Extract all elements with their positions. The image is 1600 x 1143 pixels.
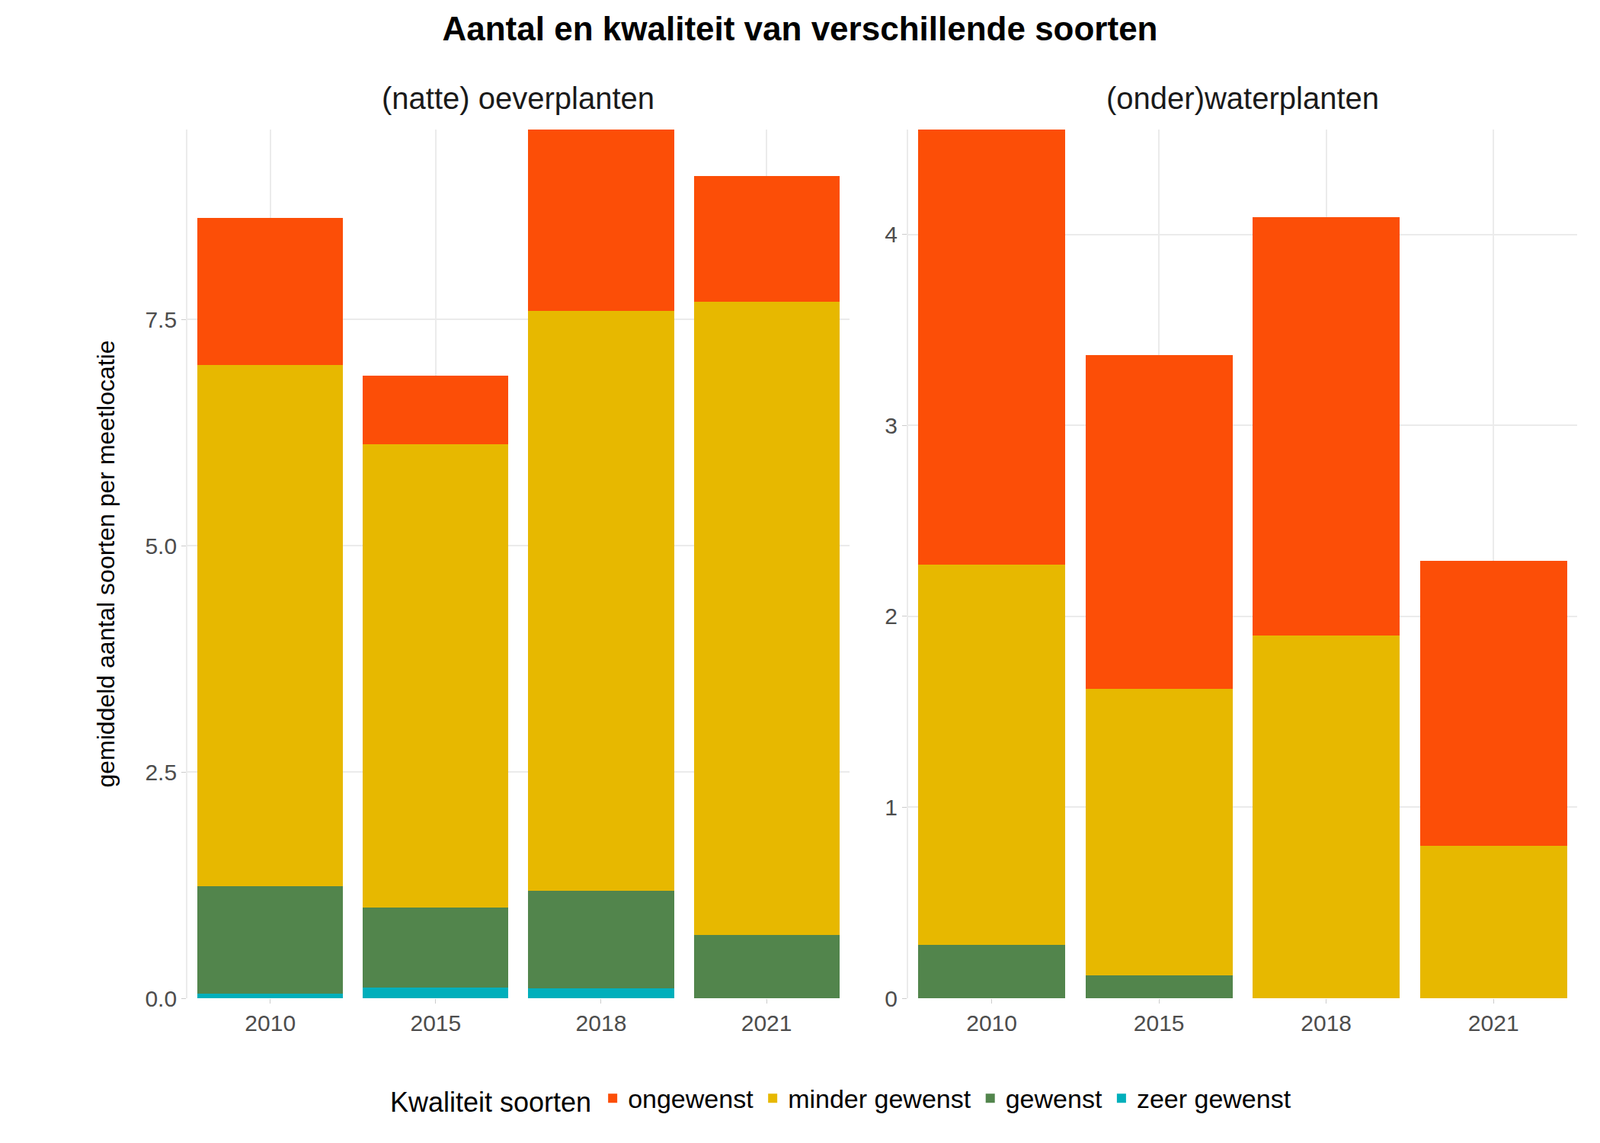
svg-text:2.5: 2.5 bbox=[144, 759, 177, 785]
svg-text:0: 0 bbox=[884, 985, 898, 1012]
svg-text:minder gewenst: minder gewenst bbox=[787, 1084, 972, 1114]
svg-text:2021: 2021 bbox=[741, 1010, 793, 1036]
svg-text:3: 3 bbox=[884, 412, 898, 439]
svg-text:(onder)waterplanten: (onder)waterplanten bbox=[1106, 81, 1380, 116]
svg-text:2018: 2018 bbox=[576, 1010, 628, 1036]
svg-text:(natte) oeverplanten: (natte) oeverplanten bbox=[381, 81, 655, 116]
svg-text:zeer gewenst: zeer gewenst bbox=[1136, 1084, 1292, 1114]
svg-text:2: 2 bbox=[884, 603, 898, 629]
svg-text:2015: 2015 bbox=[409, 1010, 461, 1036]
svg-text:0.0: 0.0 bbox=[144, 985, 177, 1012]
svg-text:Kwaliteit soorten: Kwaliteit soorten bbox=[390, 1086, 592, 1118]
svg-text:gewenst: gewenst bbox=[1005, 1084, 1103, 1114]
svg-text:2018: 2018 bbox=[1300, 1010, 1352, 1036]
svg-text:5.0: 5.0 bbox=[144, 533, 177, 559]
svg-text:2021: 2021 bbox=[1468, 1010, 1520, 1036]
svg-text:7.5: 7.5 bbox=[144, 307, 177, 333]
svg-text:4: 4 bbox=[884, 221, 898, 247]
svg-text:2015: 2015 bbox=[1133, 1010, 1185, 1036]
svg-text:2010: 2010 bbox=[244, 1010, 296, 1036]
svg-text:gemiddeld aantal soorten per m: gemiddeld aantal soorten per meetlocatie bbox=[92, 339, 120, 788]
svg-text:Aantal en kwaliteit van versch: Aantal en kwaliteit van verschillende so… bbox=[442, 9, 1159, 48]
svg-text:1: 1 bbox=[884, 794, 898, 820]
svg-text:ongewenst: ongewenst bbox=[627, 1084, 754, 1114]
svg-text:2010: 2010 bbox=[966, 1010, 1018, 1036]
